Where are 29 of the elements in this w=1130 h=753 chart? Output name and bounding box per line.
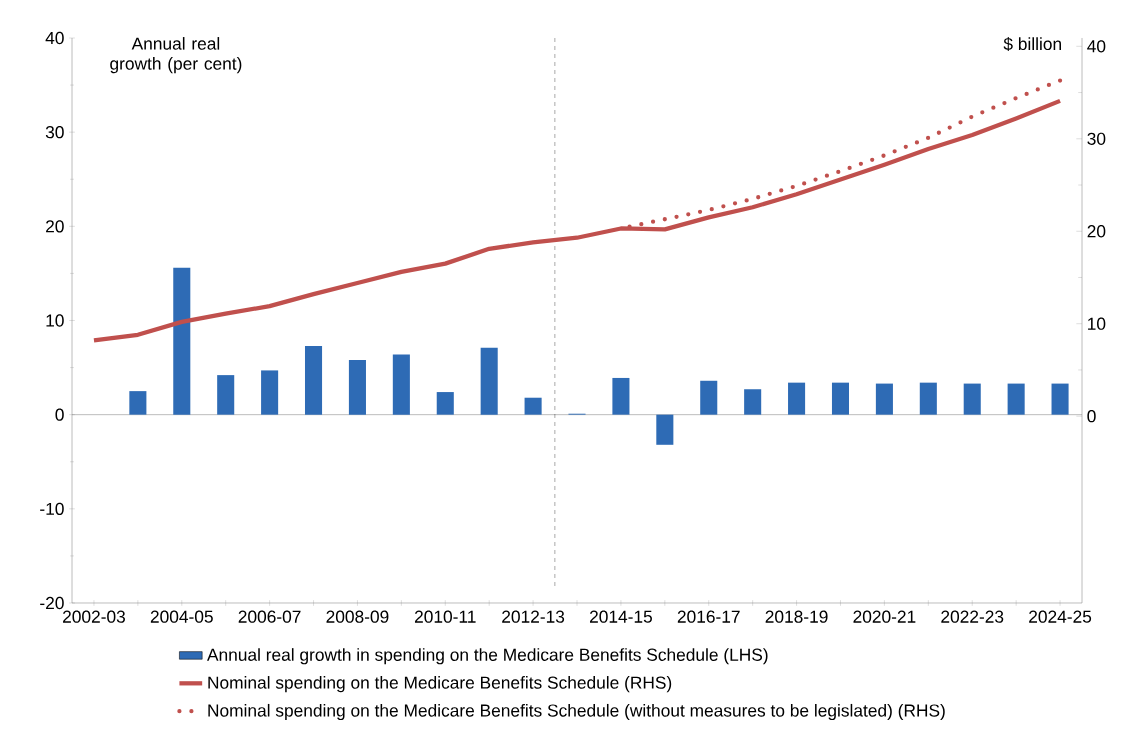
- x-tick-label: 2024-25: [1029, 610, 1092, 623]
- x-tick-label: 2006-07: [238, 610, 301, 623]
- y-tick-label: 40: [45, 31, 64, 45]
- y2-tick-label: 10: [1088, 317, 1106, 330]
- x-tick-label: 2002-03: [63, 610, 125, 623]
- y-tick-label: 10: [46, 314, 64, 327]
- y2-tick-label: 20: [1087, 225, 1106, 238]
- legend-label: Annual real growth in spending on the Medicare Benefits Schedule (LHS): [207, 648, 768, 665]
- y-axis-title: Annual real growth (per cent): [110, 37, 242, 74]
- x-tick-label: 2012-13: [502, 610, 565, 623]
- x-tick-label: 2020-21: [853, 610, 916, 623]
- x-tick-label: 2018-19: [765, 610, 828, 623]
- x-tick-label: 2010-11: [414, 610, 476, 623]
- x-tick-label: 2014-15: [589, 610, 652, 623]
- y-tick-label: 0: [55, 408, 64, 421]
- legend-label: Nominal spending on the Medicare Benefits Schedule (RHS): [208, 676, 672, 693]
- y-tick-label: 30: [45, 126, 64, 139]
- x-tick-label: 2016-17: [677, 610, 740, 623]
- x-tick-label: 2022-23: [941, 610, 1004, 623]
- y2-tick-label: 30: [1087, 132, 1106, 145]
- y2-tick-label: 0: [1087, 410, 1096, 423]
- legend-label: Nominal spending on the Medicare Benefits Schedule (without measures to be legislated) (RHS): [208, 703, 945, 721]
- y2-axis-title: $ billion: [1003, 37, 1061, 52]
- x-tick-label: 2008-09: [326, 610, 389, 623]
- y-tick-label: -10: [40, 502, 64, 515]
- y-tick-label: 20: [46, 220, 64, 233]
- x-tick-label: 2004-05: [150, 610, 213, 623]
- y-tick-label: -20: [40, 596, 64, 610]
- y2-tick-label: 40: [1087, 40, 1106, 53]
